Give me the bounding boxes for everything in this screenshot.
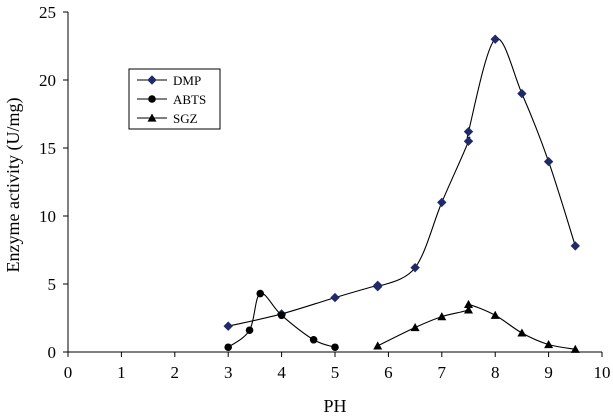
series-line-abts [227,292,336,348]
point-sgz [490,310,500,319]
x-tick-label: 1 [117,363,126,382]
point-dmp [410,262,420,273]
legend-label-sgz: SGZ [173,111,198,126]
axes: 0 1 2 3 4 5 6 7 8 9 10 0 5 10 15 20 25 [39,3,611,382]
x-tick-label: 0 [64,363,73,382]
point-sgz [464,299,473,308]
y-tick-label: 15 [39,139,56,158]
point-sgz [437,312,447,321]
point-dmp [543,156,554,167]
series-sgz [373,299,580,353]
point-sgz [464,305,473,314]
y-tick-label: 0 [48,343,57,362]
point-abts [256,289,265,298]
point-dmp [463,136,474,146]
x-tick-label: 4 [277,363,286,382]
y-tick-label: 5 [48,275,57,294]
legend-marker-sgz [147,113,157,122]
legend-label-dmp: DMP [173,73,201,88]
legend-marker-dmp [147,75,157,85]
x-axis-title: PH [323,396,346,416]
series-line-dmp [228,38,576,327]
point-dmp [223,321,233,331]
x-tick-label: 9 [544,363,553,382]
series-abts [224,289,339,352]
legend-label-abts: ABTS [173,92,206,107]
point-dmp [570,241,581,251]
point-abts [245,326,254,335]
x-tick-label: 2 [171,363,180,382]
legend-marker-abts [148,95,156,103]
point-abts [309,335,318,344]
series-layer [223,34,581,353]
point-dmp [517,88,527,99]
y-axis-title: Enzyme activity (U/mg) [3,98,24,273]
point-abts [331,343,339,352]
y-tick-label: 25 [39,3,56,22]
point-dmp [373,282,383,292]
x-tick-label: 5 [331,363,340,382]
point-sgz [544,340,554,349]
point-dmp [330,292,340,303]
y-tick-label: 20 [39,71,56,90]
x-tick-label: 3 [224,363,233,382]
point-dmp [437,197,447,208]
series-line-sgz [377,303,576,350]
x-tick-label: 8 [491,363,500,382]
y-tick-label: 10 [39,207,56,226]
point-sgz [373,341,383,350]
point-sgz [410,323,420,332]
point-sgz [570,344,580,353]
point-dmp [463,126,474,137]
point-dmp [490,34,500,44]
x-tick-label: 7 [438,363,447,382]
point-abts [224,343,232,352]
x-tick-label: 6 [384,363,393,382]
series-dmp [223,34,581,331]
point-sgz [517,328,527,337]
legend: DMP ABTS SGZ [128,68,221,130]
point-abts [277,311,286,320]
x-tick-label: 10 [594,363,611,382]
